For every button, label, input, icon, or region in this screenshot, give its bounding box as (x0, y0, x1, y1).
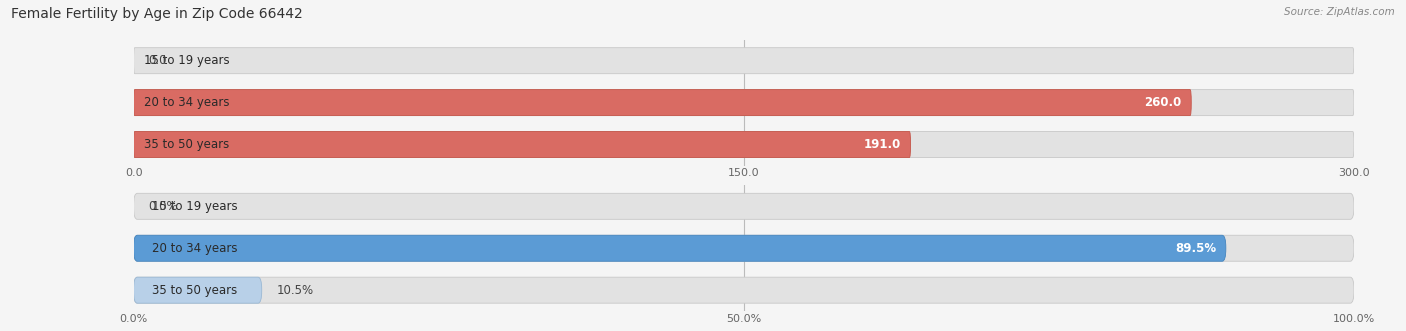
Text: 35 to 50 years: 35 to 50 years (143, 138, 229, 151)
FancyBboxPatch shape (134, 48, 1354, 74)
Text: 191.0: 191.0 (863, 138, 901, 151)
Text: 0.0%: 0.0% (148, 200, 177, 213)
FancyBboxPatch shape (134, 131, 1354, 158)
FancyBboxPatch shape (134, 235, 1226, 261)
FancyBboxPatch shape (134, 235, 1354, 261)
Text: 15 to 19 years: 15 to 19 years (143, 54, 229, 67)
FancyBboxPatch shape (134, 90, 1354, 116)
Text: Source: ZipAtlas.com: Source: ZipAtlas.com (1284, 7, 1395, 17)
Text: 15 to 19 years: 15 to 19 years (152, 200, 238, 213)
FancyBboxPatch shape (134, 90, 1191, 116)
FancyBboxPatch shape (134, 277, 262, 303)
FancyBboxPatch shape (134, 131, 911, 158)
Text: 260.0: 260.0 (1144, 96, 1181, 109)
Text: 10.5%: 10.5% (277, 284, 314, 297)
FancyBboxPatch shape (134, 277, 1354, 303)
Text: 35 to 50 years: 35 to 50 years (152, 284, 238, 297)
Text: 0.0: 0.0 (148, 54, 167, 67)
Text: 20 to 34 years: 20 to 34 years (143, 96, 229, 109)
Text: Female Fertility by Age in Zip Code 66442: Female Fertility by Age in Zip Code 6644… (11, 7, 304, 21)
FancyBboxPatch shape (134, 193, 1354, 219)
Text: 89.5%: 89.5% (1175, 242, 1216, 255)
Text: 20 to 34 years: 20 to 34 years (152, 242, 238, 255)
